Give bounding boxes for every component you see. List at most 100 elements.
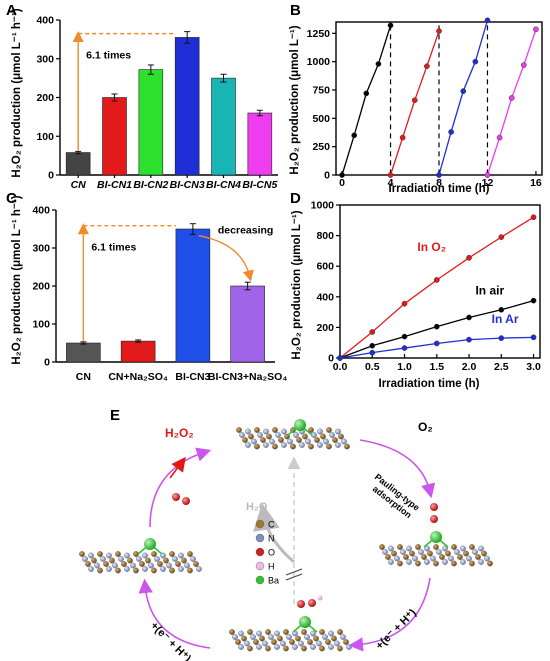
atom-sphere — [283, 645, 289, 652]
atom-sphere — [317, 428, 323, 435]
atom-sphere — [460, 559, 466, 565]
o-atom — [172, 493, 180, 501]
atom-sphere — [448, 555, 454, 562]
panel-c-annotation-decreasing: decreasing — [218, 225, 273, 237]
atom-sphere — [439, 554, 445, 560]
panel-b-series-line — [438, 20, 489, 176]
panel-d-point — [337, 355, 343, 361]
atom-sphere — [262, 640, 268, 647]
panel-a-bar — [247, 112, 273, 176]
panel-b-point — [351, 132, 358, 139]
atom-sphere — [290, 443, 296, 450]
panel-b-xtick-label: 0 — [339, 177, 345, 189]
panel-d-frame — [339, 204, 541, 359]
panel-d-xtick-label: 3.0 — [526, 361, 541, 373]
atom-sphere — [124, 566, 130, 572]
atom-sphere — [478, 559, 484, 565]
atom-sphere — [335, 428, 341, 435]
atom-sphere — [415, 560, 421, 567]
atom-sphere — [271, 639, 277, 645]
panel-d-point — [498, 234, 505, 240]
panel-b-letter: B — [290, 2, 301, 19]
atom-sphere — [478, 545, 484, 552]
panel-d-xtick-label: 2.0 — [462, 361, 477, 373]
panel-b-point — [363, 90, 370, 97]
atom-sphere — [391, 550, 397, 557]
atom-sphere — [307, 639, 313, 645]
atom-sphere — [314, 437, 320, 443]
atom-sphere — [484, 555, 490, 562]
atom-sphere — [241, 635, 247, 642]
cycle-arrow-bottom-right — [348, 577, 431, 652]
panel-b-ytick-label: 0 — [324, 170, 330, 182]
atom-sphere — [457, 554, 463, 560]
panel-a-bar — [102, 97, 127, 176]
panel-b-point — [411, 97, 418, 104]
atom-sphere — [287, 438, 293, 445]
panel-b-xtick-label: 8 — [436, 177, 442, 189]
panel-a-category-label: BI-CN2 — [133, 179, 168, 191]
legend-swatch — [255, 575, 265, 585]
atom-sphere — [295, 635, 301, 642]
atom-sphere — [298, 640, 304, 647]
panel-b-ytick-label: 1000 — [307, 56, 331, 68]
atom-sphere — [94, 562, 100, 569]
atom-sphere — [388, 545, 394, 552]
atom-sphere — [187, 551, 193, 557]
atom-sphere — [242, 437, 248, 443]
legend-swatch — [255, 547, 265, 557]
legend-label: Ba — [268, 576, 279, 586]
atom-sphere — [296, 437, 302, 443]
atom-sphere — [133, 567, 139, 574]
panel-d-xlabel: Irradiation time (h) — [379, 378, 480, 390]
atom-sphere — [326, 443, 332, 450]
atom-sphere — [397, 544, 403, 550]
atom-sphere — [305, 438, 311, 445]
atom-sphere — [280, 640, 286, 647]
panel-d-point — [530, 334, 537, 341]
panel-c-bar — [230, 285, 265, 363]
panel-d-point — [466, 336, 472, 343]
atom-sphere — [469, 560, 475, 567]
atom-sphere — [286, 634, 292, 640]
panel-d-ytick-label: 1000 — [311, 200, 335, 212]
atom-sphere — [235, 639, 241, 645]
panel-c-bar — [66, 342, 101, 363]
panel-a-bar — [138, 69, 164, 176]
panel-a-bar — [211, 77, 236, 176]
atom-sphere — [190, 556, 196, 562]
atom-sphere — [178, 566, 184, 572]
atom-sphere — [257, 432, 263, 438]
panel-b-point — [399, 134, 406, 141]
atom-sphere — [332, 437, 338, 443]
atom-sphere — [424, 559, 430, 565]
panel-b-point — [533, 26, 539, 33]
panel-d-xtick-label: 0.5 — [365, 361, 380, 373]
atom-sphere — [263, 428, 269, 435]
panel-d-ytick-label: 0 — [328, 353, 334, 365]
atom-sphere — [335, 442, 341, 448]
atom-sphere — [379, 544, 385, 550]
panel-d-point — [433, 277, 440, 283]
atom-sphere — [331, 635, 337, 642]
atom-sphere — [269, 438, 275, 445]
panel-c-curved-arrow — [198, 234, 254, 282]
atom-sphere — [406, 559, 412, 565]
atom-sphere — [245, 442, 251, 448]
atom-sphere — [334, 640, 340, 647]
atom-sphere — [244, 640, 250, 647]
atom-sphere — [302, 433, 308, 440]
atom-sphere — [256, 630, 262, 637]
panel-b-xlabel: Irradiation time (h) — [389, 183, 490, 195]
atom-sphere — [325, 639, 331, 645]
atom-sphere — [169, 567, 175, 574]
panel-a-ytick-label: 0 — [48, 170, 54, 182]
atom-sphere — [469, 544, 475, 550]
atom-sphere — [274, 630, 280, 637]
panel-a-category-label: BI-CN3 — [170, 179, 205, 191]
panel-d-point — [369, 342, 376, 349]
atom-sphere — [247, 629, 253, 635]
atom-sphere — [313, 635, 319, 642]
panel-b-point — [460, 88, 467, 94]
atom-sphere — [133, 551, 139, 557]
